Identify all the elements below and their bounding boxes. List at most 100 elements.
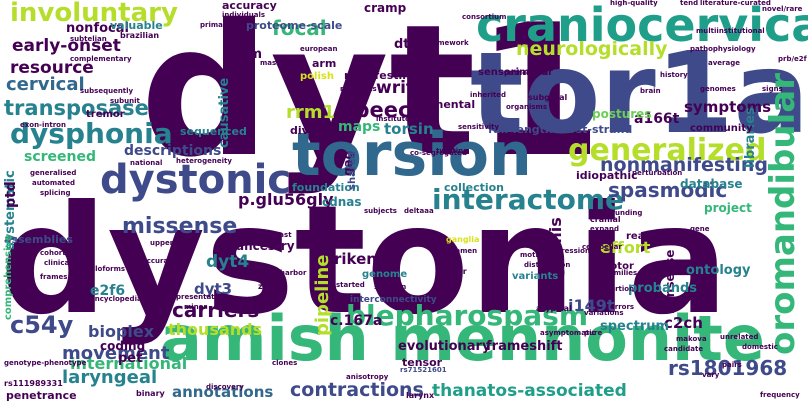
word-focal: focal xyxy=(272,16,327,40)
word-a166t: a166t xyxy=(634,111,680,127)
word-database: database xyxy=(680,177,743,191)
word-generalised: generalised xyxy=(30,169,77,177)
word-involuntary: involuntary xyxy=(10,0,178,28)
word-consortium: consortium xyxy=(462,13,507,21)
word-neurologically: neurologically xyxy=(516,38,668,60)
word-binary: binary xyxy=(136,389,165,398)
word-dyt4: dyt4 xyxy=(206,252,250,272)
word-cohort: cohort xyxy=(40,249,66,257)
word-interactome: interactome xyxy=(432,183,624,216)
word-symptoms: symptoms xyxy=(684,98,772,116)
word-accuracy: accuracy xyxy=(222,0,277,12)
word-brain: brain xyxy=(640,87,661,95)
word-amish-mennonite: amish mennonite xyxy=(160,302,765,375)
word-hbm: hbm xyxy=(230,47,263,62)
word-inherited: inherited xyxy=(470,91,507,99)
word-pure: pure xyxy=(584,329,603,337)
word-errors: errors xyxy=(610,303,635,311)
word-institutes: institutes xyxy=(376,115,414,123)
word-regression: regression xyxy=(548,247,590,255)
word-proportion: proportion xyxy=(592,285,635,293)
word-signs: signs xyxy=(762,85,783,93)
word-rs1801968: rs1801968 xyxy=(668,356,788,380)
word-craniocervical: craniocervical xyxy=(476,0,808,52)
word-nonmanifesting: nonmanifesting xyxy=(600,154,768,176)
word-disorder: disorder xyxy=(69,208,82,260)
word-early-onset: early-onset xyxy=(12,36,121,56)
word-brazilian: brazilian xyxy=(120,31,160,40)
word-subsequently: subsequently xyxy=(80,87,134,95)
word-candidate: candidate xyxy=(664,345,704,353)
word-primary: primary xyxy=(200,21,231,29)
word-segmental: segmental xyxy=(410,98,476,111)
word-dyt3: dyt3 xyxy=(194,280,233,298)
word-cervical: cervical xyxy=(6,74,85,95)
word-mask: mask xyxy=(260,59,281,67)
word-community: community xyxy=(690,123,753,134)
word-framework: framework xyxy=(426,39,469,47)
word-movement: movement xyxy=(62,343,170,364)
word-finger: finger xyxy=(440,267,467,276)
word-harbor: harbor xyxy=(280,269,307,277)
word-co-segregated: co-segregated xyxy=(410,149,467,157)
word-bioplex: bioplex xyxy=(88,322,155,341)
word-postures: postures xyxy=(592,107,652,121)
word-splicing: splicing xyxy=(40,189,71,197)
word-idiopathic: idiopathic xyxy=(576,169,638,182)
word-frequency: frequency xyxy=(760,391,800,399)
word-prb-e2f: prb/e2f xyxy=(778,55,807,63)
word-cdnas: cdnas xyxy=(322,195,362,209)
word-heterogeneity: heterogeneity xyxy=(176,157,232,165)
word-presentation: presentation xyxy=(176,293,227,301)
word-tend: tend xyxy=(680,0,699,7)
word-dti: dti xyxy=(394,37,414,52)
word-descriptions: descriptions xyxy=(124,143,222,159)
word-sequenced: sequenced xyxy=(180,125,247,138)
word-pet: pet xyxy=(118,351,143,366)
word-rs111989331: rs111989331 xyxy=(4,379,63,388)
word-started: started xyxy=(336,281,365,289)
word-pathophysiology: pathophysiology xyxy=(690,45,756,53)
word-resource: resource xyxy=(10,58,94,78)
word-putamen: putamen xyxy=(442,247,478,255)
word-national: national xyxy=(130,159,163,167)
word-carriers: carriers xyxy=(172,298,260,322)
word-polish: polish xyxy=(300,71,334,82)
word-evolutionary: evolutionary xyxy=(398,339,491,354)
word-yeast: yeast xyxy=(270,231,292,239)
word-dyt1: dyt1 xyxy=(140,0,603,197)
word-exon-intron: exon-intron xyxy=(20,121,66,129)
word-arg13his: arg13his xyxy=(546,217,565,296)
word-ancestry: ancestry xyxy=(236,239,295,253)
word-networks: networks xyxy=(340,85,377,93)
word-history: history xyxy=(660,71,688,79)
word-first-strand: first-strand xyxy=(562,123,633,136)
word-e2f6: e2f6 xyxy=(90,283,126,299)
word-anisotropy: anisotropy xyxy=(346,373,389,381)
word-subgyral: subgyral xyxy=(528,93,568,102)
word-average: average xyxy=(708,59,740,67)
word-rrm1: rrm1 xyxy=(286,102,336,123)
word-genotype-phenotype: genotype-phenotype xyxy=(4,359,87,367)
word-literature-curated: literature-curated xyxy=(700,0,771,7)
word-screened: screened xyxy=(24,149,97,165)
word-dystonic: dystonic xyxy=(100,157,292,203)
word-cramp: cramp xyxy=(364,1,407,15)
word-generalized: generalized xyxy=(568,133,767,168)
word-c-167a: c.167a xyxy=(330,313,383,329)
word-individuals: individuals xyxy=(222,11,266,19)
word-project: project xyxy=(704,201,752,215)
word-coding: coding xyxy=(100,339,146,353)
word-vary: vary xyxy=(702,371,720,379)
word-libraries: libraries xyxy=(743,107,758,168)
word-laryngeal: laryngeal xyxy=(62,367,158,388)
word-zinc: zinc xyxy=(258,282,276,291)
word-pathogenic: pathogenic xyxy=(504,69,549,77)
word-pairs: pairs xyxy=(722,361,742,369)
word-valuable: valuable xyxy=(110,19,163,32)
word-tensor: tensor xyxy=(402,356,443,369)
word-variations: variations xyxy=(584,309,624,317)
word-genomes: genomes xyxy=(700,85,736,93)
word-families: families xyxy=(606,269,638,277)
word-international: international xyxy=(70,354,188,373)
